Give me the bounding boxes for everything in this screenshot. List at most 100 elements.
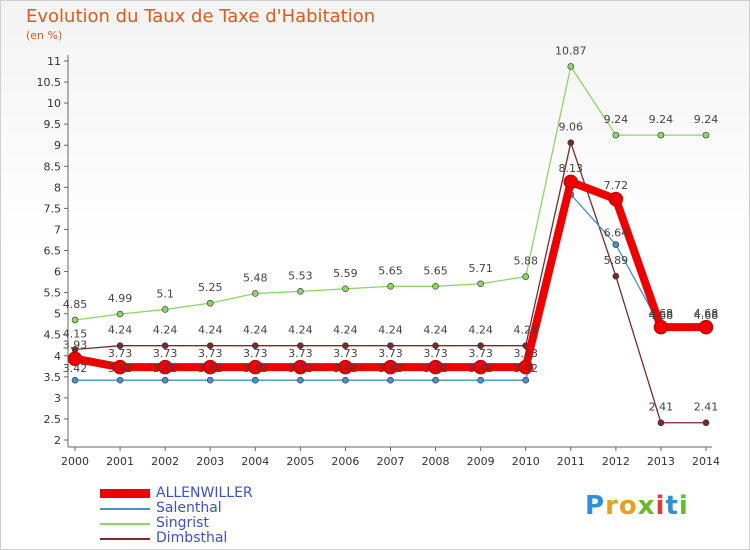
data-point [608, 191, 624, 207]
data-label: 4.68 [694, 307, 719, 320]
data-label: 4.24 [198, 324, 223, 337]
legend-label: Salenthal [156, 500, 222, 516]
x-tick-label: 2005 [286, 455, 314, 468]
data-point [522, 376, 530, 384]
data-label: 9.24 [649, 113, 674, 126]
data-label: 3.73 [288, 347, 313, 360]
y-tick-label: 9.5 [44, 118, 62, 131]
data-point [702, 131, 710, 139]
y-tick-label: 5 [54, 308, 61, 321]
data-label: 3.42 [468, 362, 493, 375]
data-label: 5.65 [423, 264, 448, 277]
data-label: 3.73 [108, 347, 133, 360]
data-point [161, 306, 169, 313]
legend-label: Dimbsthal [156, 530, 228, 546]
proxiti-logo: Proxiti [585, 491, 689, 521]
x-tick-label: 2001 [106, 455, 134, 468]
data-label: 4.24 [333, 324, 358, 337]
data-label: 4.24 [378, 324, 403, 337]
x-tick-label: 2008 [422, 455, 450, 468]
data-label: 5.88 [513, 255, 538, 268]
data-point [251, 290, 259, 297]
data-point [653, 319, 669, 335]
data-point [612, 131, 620, 139]
data-point [657, 419, 665, 427]
data-point [206, 376, 214, 384]
data-label: 4.68 [694, 309, 719, 322]
data-point [383, 359, 398, 375]
data-point [387, 376, 394, 384]
data-label: 4.99 [108, 292, 133, 305]
data-label: 3.42 [288, 362, 313, 375]
x-tick-label: 2011 [557, 455, 585, 468]
data-point [71, 376, 79, 384]
data-point [567, 63, 575, 70]
legend-item-dimbsthal: Dimbsthal [100, 531, 253, 546]
data-label: 5.59 [333, 267, 358, 280]
data-point [563, 174, 579, 190]
data-label: 9.24 [694, 113, 719, 126]
x-tick-label: 2010 [512, 455, 540, 468]
data-label: 3.73 [378, 347, 403, 360]
y-tick-label: 4.5 [44, 329, 62, 342]
data-label: 9.06 [559, 121, 584, 134]
data-point [116, 342, 124, 349]
data-label: 3.73 [198, 347, 223, 360]
data-point [612, 272, 620, 280]
x-tick-label: 2007 [377, 455, 405, 468]
data-point [338, 359, 353, 375]
data-label: 3.73 [153, 347, 178, 360]
y-tick-label: 4 [54, 350, 61, 363]
legend-swatch-singrist [100, 522, 150, 525]
y-tick-label: 8 [54, 181, 61, 194]
data-point [67, 351, 83, 366]
data-label: 3.73 [513, 347, 538, 360]
x-tick-label: 2004 [241, 455, 269, 468]
y-tick-label: 7.5 [44, 202, 62, 215]
y-tick-label: 8.5 [44, 160, 62, 173]
y-tick-label: 10.5 [37, 76, 62, 89]
y-tick-label: 9 [54, 139, 61, 152]
x-tick-label: 2012 [602, 455, 630, 468]
x-tick-label: 2003 [196, 455, 224, 468]
data-point [387, 282, 394, 290]
legend: ALLENWILLER Salenthal Singrist Dimbsthal [100, 486, 253, 546]
y-tick-label: 11 [47, 55, 61, 68]
data-point [477, 376, 484, 384]
data-label: 4.15 [63, 327, 88, 340]
data-label: 5.71 [468, 262, 493, 275]
data-label: 3.42 [423, 362, 448, 375]
data-label: 3.93 [63, 339, 88, 352]
data-point [387, 342, 394, 349]
data-point [432, 376, 439, 384]
data-point [297, 376, 304, 384]
data-label: 5.25 [198, 281, 223, 294]
data-label: 4.68 [649, 307, 674, 320]
data-label: 3.73 [243, 347, 268, 360]
data-label: 3.42 [198, 362, 223, 375]
y-tick-label: 3.5 [44, 371, 62, 384]
data-point [657, 131, 665, 139]
data-label: 3.42 [243, 362, 268, 375]
data-label: 7.72 [604, 179, 629, 192]
data-point [342, 342, 349, 349]
data-point [432, 282, 439, 290]
data-label: 5.48 [243, 271, 268, 284]
data-label: 9.24 [604, 113, 629, 126]
data-label: 4.24 [288, 324, 313, 337]
data-label: 2.41 [649, 401, 674, 414]
x-tick-label: 2000 [61, 455, 89, 468]
x-tick-label: 2009 [467, 455, 495, 468]
data-point [612, 241, 620, 248]
y-tick-label: 7 [54, 223, 61, 236]
data-point [428, 359, 443, 375]
data-point [161, 376, 169, 384]
x-tick-label: 2002 [151, 455, 179, 468]
data-point [477, 342, 484, 349]
data-point [297, 288, 304, 295]
x-tick-label: 2013 [647, 455, 675, 468]
data-label: 4.24 [108, 324, 133, 337]
y-tick-label: 10 [47, 97, 61, 110]
